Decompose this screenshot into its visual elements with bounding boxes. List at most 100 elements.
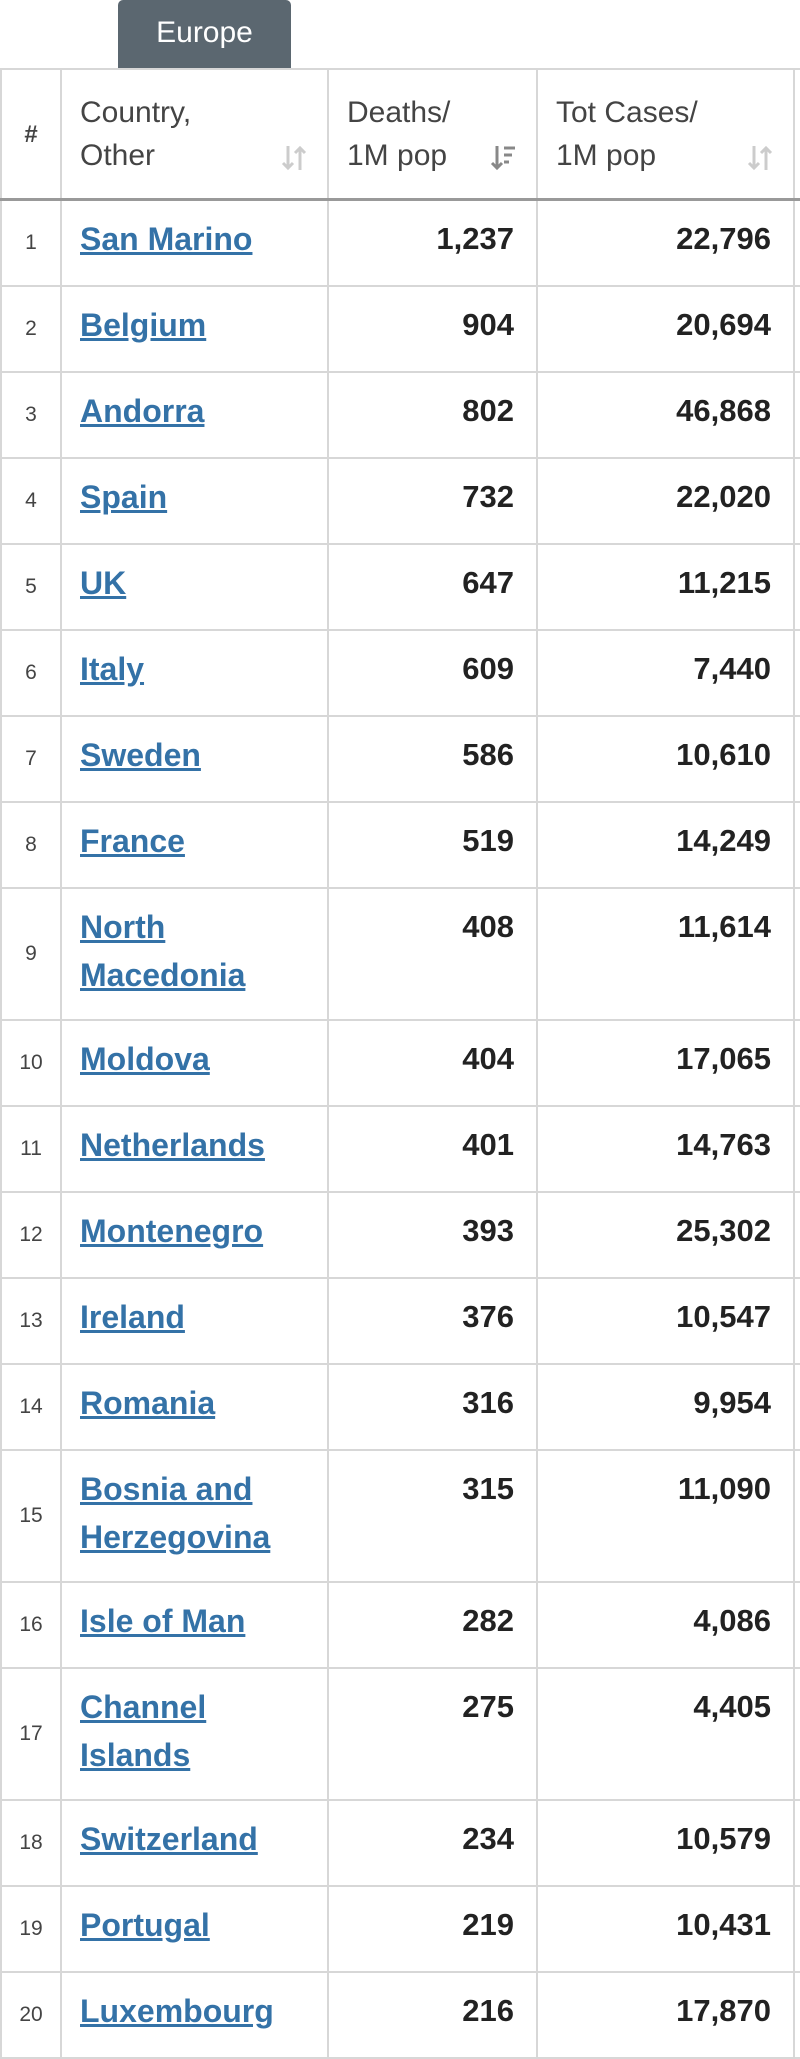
country-link[interactable]: Channel Islands [80,1688,207,1773]
deaths-cell: 802 [327,370,538,459]
cases-cell: 11,614 [536,886,795,1021]
table-row: 4 Spain 732 22,020 [0,456,800,545]
country-link[interactable]: San Marino [80,221,253,257]
cases-cell: 17,065 [536,1018,795,1107]
deaths-cell: 282 [327,1580,538,1669]
rank-cell: 5 [0,542,62,631]
rank-cell: 16 [0,1580,62,1669]
header-label: Tot Cases/ 1M pop [556,96,698,172]
stats-table: # Country, Other Deaths/ 1M pop Tot Case… [0,68,800,2059]
table-row: 1 San Marino 1,237 22,796 [0,198,800,287]
country-link[interactable]: Sweden [80,736,201,773]
country-cell: Portugal [60,1884,329,1973]
table-row: 2 Belgium 904 20,694 [0,284,800,373]
cases-cell: 22,020 [536,456,795,545]
country-link[interactable]: Ireland [80,1298,185,1335]
table-row: 20 Luxembourg 216 17,870 [0,1970,800,2059]
deaths-cell: 393 [327,1190,538,1279]
deaths-cell: 1,237 [327,198,538,287]
sort-icon [490,146,515,171]
country-link[interactable]: Portugal [80,1906,210,1943]
cases-cell: 14,763 [536,1104,795,1193]
sort-icon [747,145,773,171]
table-row: 19 Portugal 219 10,431 [0,1884,800,1973]
cases-cell: 20,694 [536,284,795,373]
extra-cell [793,1666,800,1801]
cases-cell: 10,547 [536,1276,795,1365]
rank-cell: 19 [0,1884,62,1973]
country-cell: Sweden [60,714,329,803]
extra-cell [793,1190,800,1279]
cases-cell: 25,302 [536,1190,795,1279]
cases-cell: 46,868 [536,370,795,459]
header-row: # Country, Other Deaths/ 1M pop Tot Case… [0,68,800,201]
rank-cell: 7 [0,714,62,803]
country-link[interactable]: Bosnia and Herzegovina [80,1470,271,1555]
country-cell: Andorra [60,370,329,459]
extra-cell [793,1448,800,1583]
table-row: 16 Isle of Man 282 4,086 [0,1580,800,1669]
extra-cell [793,1580,800,1669]
country-cell: Luxembourg [60,1970,329,2059]
rank-cell: 2 [0,284,62,373]
deaths-cell: 586 [327,714,538,803]
deaths-cell: 732 [327,456,538,545]
country-link[interactable]: UK [80,564,127,601]
country-link[interactable]: Moldova [80,1040,210,1077]
rank-cell: 12 [0,1190,62,1279]
deaths-cell: 216 [327,1970,538,2059]
deaths-cell: 219 [327,1884,538,1973]
table-row: 5 UK 647 11,215 [0,542,800,631]
country-link[interactable]: France [80,822,185,859]
extra-cell [793,370,800,459]
country-link[interactable]: Isle of Man [80,1602,246,1639]
country-link[interactable]: Belgium [80,306,207,343]
country-cell: Isle of Man [60,1580,329,1669]
region-tab[interactable]: Europe [118,0,291,68]
country-cell: Spain [60,456,329,545]
extra-cell [793,198,800,287]
rank-cell: 18 [0,1798,62,1887]
extra-cell [793,456,800,545]
country-link[interactable]: Romania [80,1384,216,1421]
extra-cell [793,628,800,717]
extra-cell [793,800,800,889]
country-cell: Moldova [60,1018,329,1107]
header-cell[interactable]: Deaths/ 1M pop [327,68,538,201]
country-link[interactable]: Andorra [80,392,205,429]
country-cell: Channel Islands [60,1666,329,1801]
country-link[interactable]: Montenegro [80,1212,264,1249]
cases-cell: 11,090 [536,1448,795,1583]
extra-cell [793,284,800,373]
rank-cell: 4 [0,456,62,545]
country-cell: Montenegro [60,1190,329,1279]
deaths-cell: 316 [327,1362,538,1451]
deaths-cell: 376 [327,1276,538,1365]
header-label: # [24,120,38,148]
extra-cell [793,1104,800,1193]
extra-cell [793,1362,800,1451]
extra-cell [793,1884,800,1973]
country-link[interactable]: Spain [80,478,168,515]
country-link[interactable]: Italy [80,650,145,687]
country-link[interactable]: Luxembourg [80,1992,274,2029]
deaths-cell: 408 [327,886,538,1021]
header-cell[interactable]: Tot Cases/ 1M pop [536,68,795,201]
rank-cell: 20 [0,1970,62,2059]
country-link[interactable]: Netherlands [80,1126,265,1163]
country-cell: Belgium [60,284,329,373]
table-row: 8 France 519 14,249 [0,800,800,889]
rank-cell: 17 [0,1666,62,1801]
cases-cell: 14,249 [536,800,795,889]
header-cell [793,68,800,201]
country-link[interactable]: Switzerland [80,1820,258,1857]
table-row: 10 Moldova 404 17,065 [0,1018,800,1107]
table-row: 6 Italy 609 7,440 [0,628,800,717]
deaths-cell: 404 [327,1018,538,1107]
table-row: 18 Switzerland 234 10,579 [0,1798,800,1887]
extra-cell [793,1276,800,1365]
header-cell[interactable]: Country, Other [60,68,329,201]
country-cell: Netherlands [60,1104,329,1193]
country-link[interactable]: North Macedonia [80,908,246,993]
